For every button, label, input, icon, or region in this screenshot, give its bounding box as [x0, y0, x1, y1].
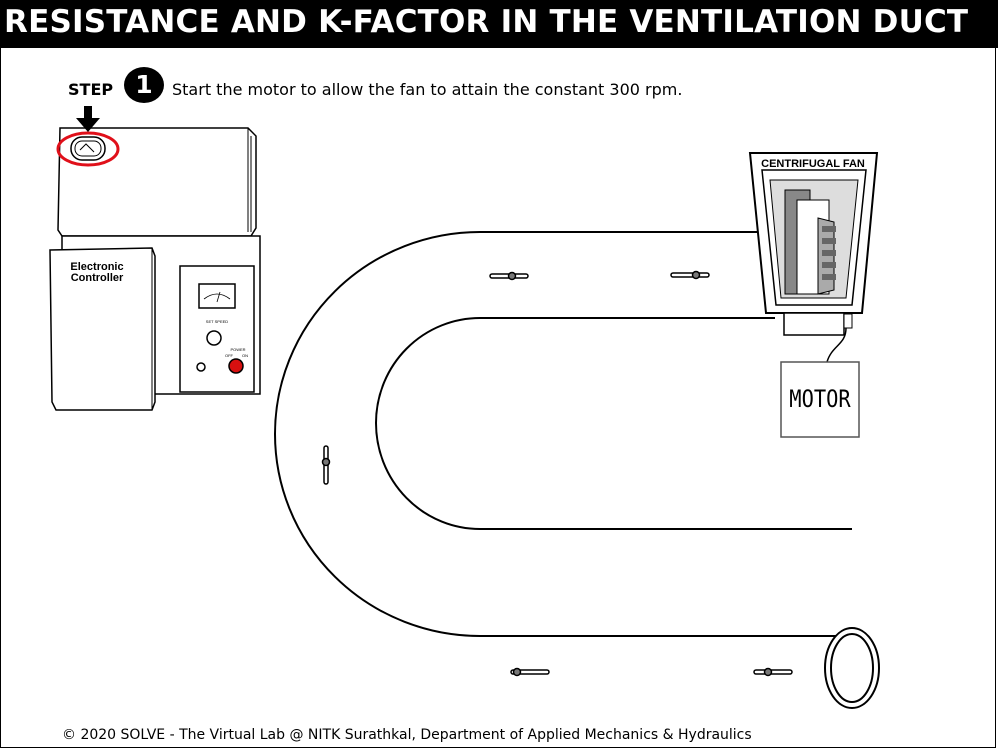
page-title: RESISTANCE AND K-FACTOR IN THE VENTILATI…: [4, 4, 969, 40]
title-bar: RESISTANCE AND K-FACTOR IN THE VENTILATI…: [0, 0, 998, 48]
pressure-tap-5[interactable]: [753, 667, 793, 677]
power-button[interactable]: [228, 358, 244, 374]
pressure-tap-4[interactable]: [510, 667, 550, 677]
controller-label-line1: Electronic: [70, 261, 123, 273]
motor: MOTOR: [780, 361, 860, 438]
step-number-badge: 1: [124, 67, 164, 103]
controller-label-line2: Controller: [71, 272, 124, 284]
set-speed-knob[interactable]: [206, 330, 222, 346]
panel-on-label: ON: [242, 353, 248, 358]
ventilation-duct: [273, 231, 852, 637]
electronic-controller: Electronic Controller SET SPEED POWER OF…: [49, 127, 261, 411]
footer-copyright: © 2020 SOLVE - The Virtual Lab @ NITK Su…: [62, 727, 752, 743]
pressure-tap-1[interactable]: [489, 271, 529, 281]
centrifugal-fan: CENTRIFUGAL FAN: [748, 152, 879, 363]
fan-label: CENTRIFUGAL FAN: [761, 158, 865, 170]
content-frame: [0, 48, 996, 748]
panel-power-label: POWER: [230, 347, 245, 352]
panel-off-label: OFF: [225, 353, 234, 358]
duct-outlet: [824, 627, 880, 709]
panel-set-speed-label: SET SPEED: [206, 319, 228, 324]
motor-label: MOTOR: [789, 385, 851, 413]
motor-start-switch[interactable]: [70, 136, 106, 161]
pressure-tap-3[interactable]: [321, 445, 331, 485]
down-arrow-icon: [76, 106, 100, 132]
pressure-tap-2[interactable]: [670, 270, 710, 280]
step-instruction: Start the motor to allow the fan to atta…: [172, 80, 683, 99]
highlight-ring: [56, 131, 120, 167]
indicator-lamp: [196, 362, 206, 372]
step-label: STEP: [68, 80, 114, 99]
